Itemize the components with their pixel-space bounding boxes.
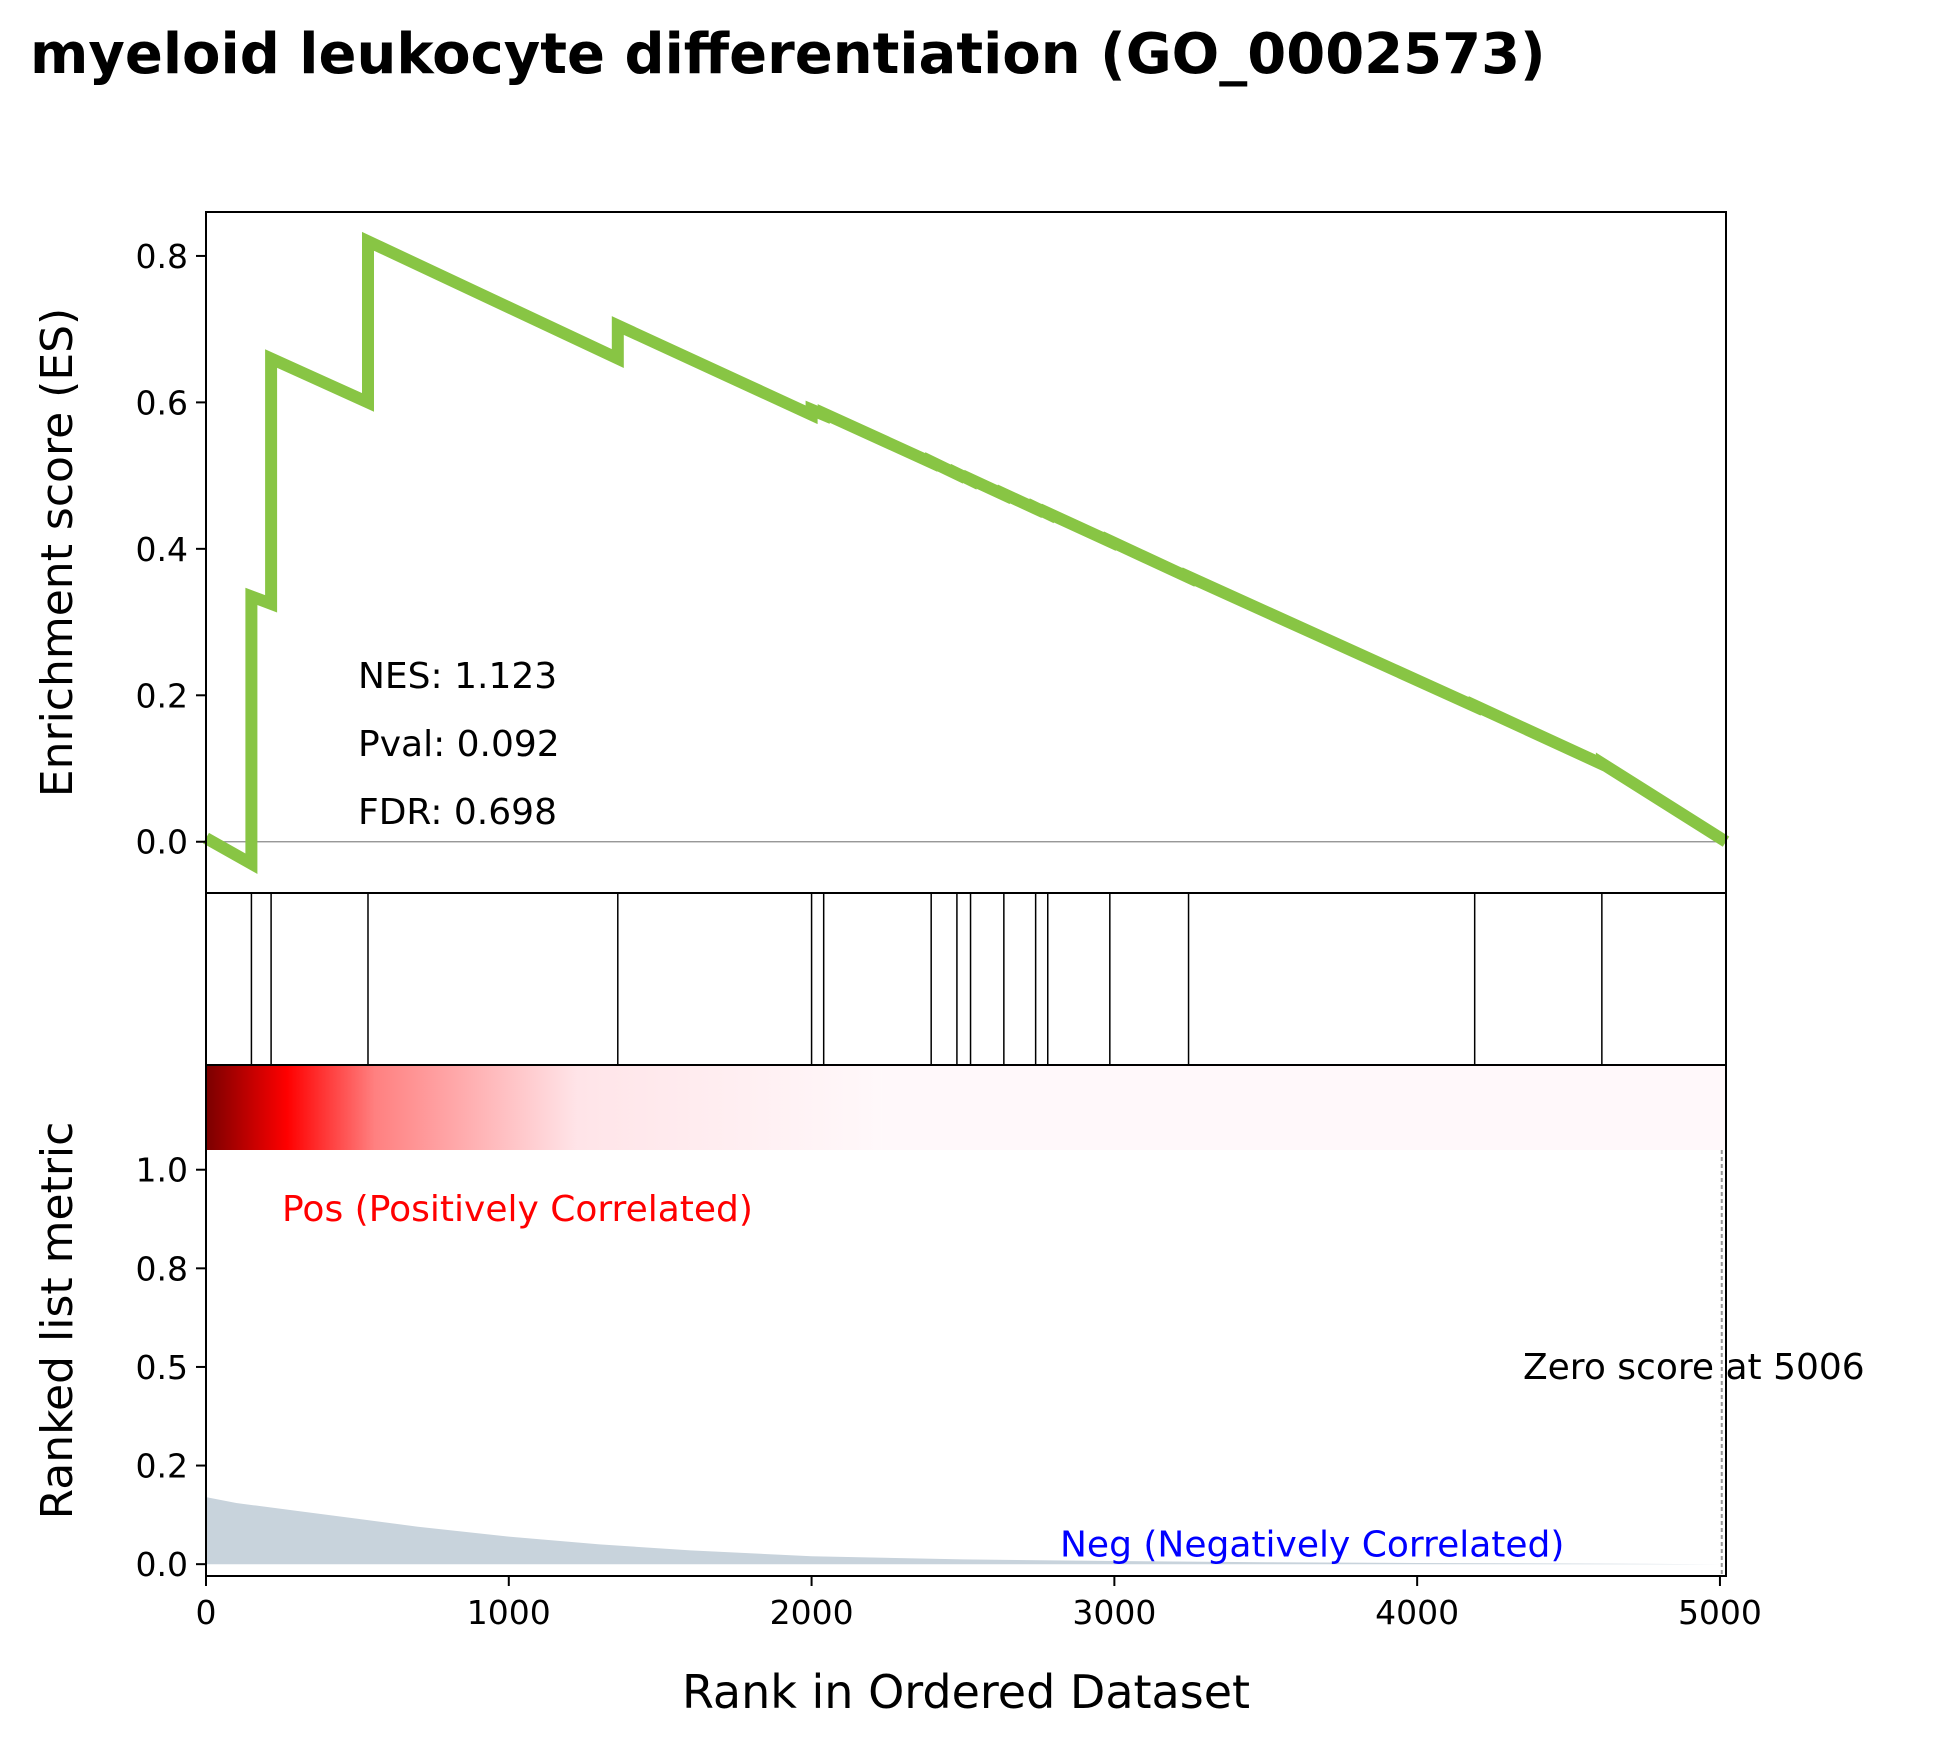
neg-correlated-label: Neg (Negatively Correlated): [1060, 1524, 1564, 1565]
rank-heat-bar: [206, 1065, 882, 1150]
x-tick-label: 1000: [467, 1593, 551, 1632]
ranked-metric-area: [206, 1497, 1722, 1565]
es-curve: [203, 231, 1730, 874]
x-tick-label: 2000: [770, 1593, 854, 1632]
hits-panel: [205, 892, 1727, 1066]
pos-correlated-label: Pos (Positively Correlated): [282, 1189, 753, 1230]
x-tick-label: 4000: [1375, 1593, 1459, 1632]
es-ytick-label: 0.8: [136, 237, 188, 276]
chart-title: myeloid leukocyte differentiation (GO_00…: [30, 22, 1546, 87]
metric-panel: Zero score at 5006 Pos (Positively Corre…: [32, 1064, 1865, 1584]
es-panel: 0.0 0.2 0.4 0.6 0.8 Enrichment score (ES) NE…: [32, 211, 1730, 894]
rank-heat-bar-tail: [881, 1065, 1726, 1150]
metric-ytick-label: 0.5: [136, 1348, 188, 1387]
zero-score-label: Zero score at 5006: [1523, 1347, 1865, 1388]
x-tick-label: 3000: [1072, 1593, 1156, 1632]
metric-ytick-label: 0.2: [136, 1447, 188, 1486]
metric-panel-frame: [205, 1064, 1727, 1577]
nes-annotation: NES: 1.123: [358, 656, 557, 697]
metric-axis-label: Ranked list metric: [32, 1122, 83, 1520]
metric-ytick-label: 1.0: [136, 1151, 188, 1190]
es-ytick-label: 0.0: [136, 823, 188, 862]
es-ytick-label: 0.2: [136, 676, 188, 715]
x-tick-label: 0: [196, 1593, 217, 1632]
metric-ytick-label: 0.8: [136, 1249, 188, 1288]
es-panel-frame: [205, 211, 1727, 894]
es-ytick-label: 0.4: [136, 530, 188, 569]
metric-ytick-label: 0.0: [136, 1545, 188, 1584]
pval-annotation: Pval: 0.092: [358, 724, 560, 765]
x-tick-label: 5000: [1678, 1593, 1762, 1632]
es-axis-label: Enrichment score (ES): [32, 308, 83, 797]
es-ytick-label: 0.6: [136, 383, 188, 422]
hits-panel-frame: [205, 892, 1727, 1066]
x-axis-label: Rank in Ordered Dataset: [682, 1665, 1250, 1719]
fdr-annotation: FDR: 0.698: [358, 792, 557, 833]
